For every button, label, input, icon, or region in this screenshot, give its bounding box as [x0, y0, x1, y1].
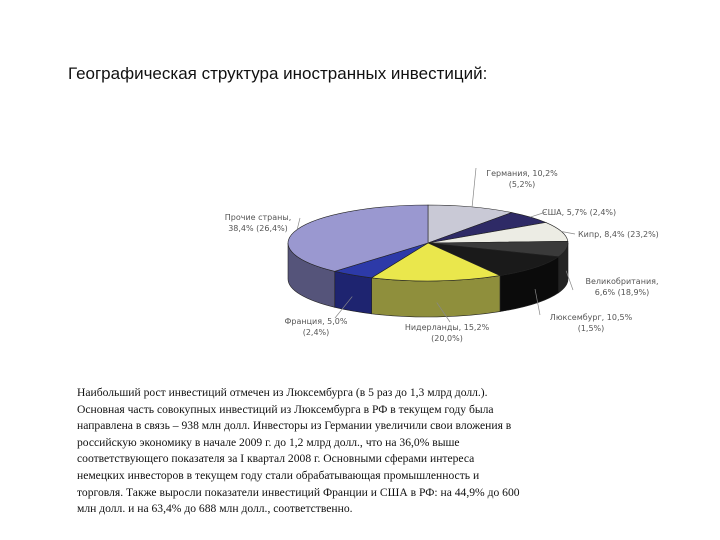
pie-label-line: (2,4%) [303, 328, 330, 337]
pie-leader-line [436, 302, 451, 323]
pie-leader-line [334, 296, 353, 319]
pie-label-line: Люксембург, 10,5% [550, 313, 633, 322]
body-line: Наибольший рост инвестиций отмечен из Лю… [77, 386, 488, 399]
pie-leaders [296, 167, 576, 323]
pie-slice-label: Кипр, 8,4% (23,2%) [578, 230, 659, 239]
pie-slice-side [334, 270, 372, 315]
pie-label-line: 38,4% (26,4%) [228, 224, 288, 233]
pie-label-line: (1,5%) [578, 324, 605, 333]
body-line: российскую экономику в начале 2009 г. до… [77, 435, 460, 449]
pie-slice-label: Франция, 5,0% (2,4%) [285, 317, 348, 337]
pie-tops [287, 204, 569, 282]
pie-slice-label: Нидерланды, 15,2% (20,0%) [405, 323, 490, 343]
body-line: направлена в связь – 938 млн долл. Инвес… [77, 419, 512, 433]
pie-label-line: США, 5,7% (2,4%) [542, 208, 616, 217]
body-line: Основная часть совокупных инвестиций из … [77, 402, 494, 416]
body-line: торговля. Также выросли показатели инвес… [77, 485, 520, 499]
body-line: соответствующего показателя за I квартал… [77, 452, 475, 466]
pie-slice-label: Люксембург, 10,5% (1,5%) [550, 313, 633, 333]
pie-leader-line [565, 270, 574, 291]
pie-label-line: (5,2%) [509, 180, 536, 189]
pie-slice-label: Германия, 10,2% (5,2%) [486, 169, 558, 189]
pie-slice-label: США, 5,7% (2,4%) [542, 208, 616, 217]
pie-label-line: Кипр, 8,4% (23,2%) [578, 230, 659, 239]
pie-label-line: Великобритания, [585, 277, 658, 286]
pie-labels: Германия, 10,2% (5,2%) США, 5,7% (2,4%) Кип… [225, 169, 659, 343]
pie-label-line: Нидерланды, 15,2% [405, 323, 490, 332]
body-line: немецких инвесторов в текущем году стали… [77, 468, 480, 482]
pie-slice-side [371, 275, 501, 318]
pie-slice-label: Великобритания, 6,6% (18,9%) [585, 277, 658, 297]
pie-label-line: Франция, 5,0% [285, 317, 348, 326]
pie-chart: Германия, 10,2% (5,2%) США, 5,7% (2,4%) Кип… [225, 167, 659, 343]
pie-slice [370, 242, 502, 282]
body-line: млн долл. и на 63,4% до 688 млн долл., с… [77, 502, 353, 516]
pie-label-line: Германия, 10,2% [486, 169, 558, 178]
pie-leader-line [561, 231, 576, 235]
body-text: Наибольший рост инвестиций отмечен из Лю… [77, 385, 637, 518]
pie-label-line: Прочие страны, [225, 213, 292, 222]
pie-label-line: 6,6% (18,9%) [595, 288, 650, 297]
pie-slice-label: Прочие страны, 38,4% (26,4%) [225, 213, 292, 233]
pie-sides [287, 242, 569, 318]
pie-leader-line [471, 167, 477, 207]
pie-leader-line [296, 217, 301, 230]
pie-slice [427, 242, 560, 276]
slide-title: Географическая структура иностранных инв… [68, 64, 488, 83]
pie-label-line: (20,0%) [431, 334, 463, 343]
pie-leader-line [534, 289, 541, 316]
pie-leader-line [530, 211, 547, 218]
